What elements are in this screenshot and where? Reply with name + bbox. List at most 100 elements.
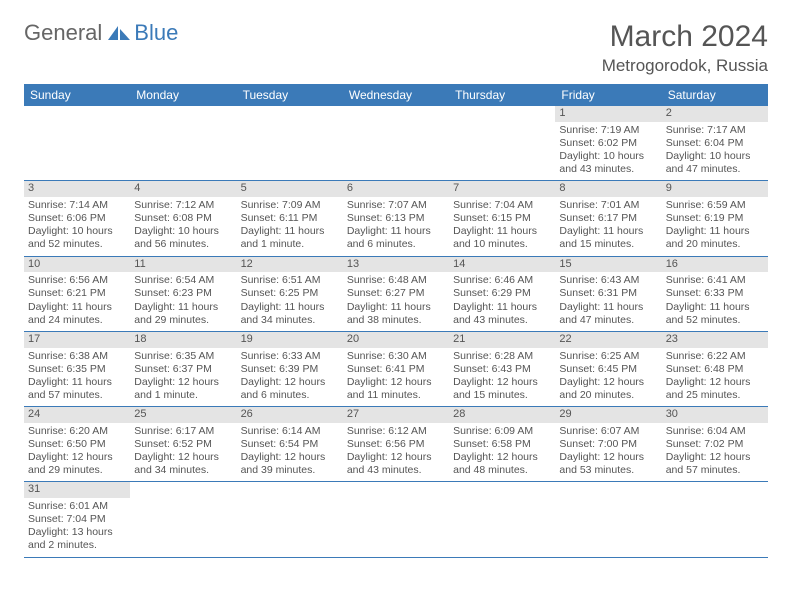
sunset-line: Sunset: 6:08 PM (134, 212, 232, 225)
sunset-line: Sunset: 6:54 PM (241, 438, 339, 451)
daylight-line: Daylight: 13 hours and 2 minutes. (28, 526, 126, 552)
daylight-line: Daylight: 12 hours and 43 minutes. (347, 451, 445, 477)
day-cell: 28Sunrise: 6:09 AMSunset: 6:58 PMDayligh… (449, 407, 555, 481)
weekday-row: Sunday Monday Tuesday Wednesday Thursday… (24, 84, 768, 106)
weekday-sun: Sunday (24, 84, 130, 106)
day-cell (555, 482, 661, 556)
day-cell: 14Sunrise: 6:46 AMSunset: 6:29 PMDayligh… (449, 257, 555, 331)
sunset-line: Sunset: 6:29 PM (453, 287, 551, 300)
logo-text-general: General (24, 20, 102, 46)
sunrise-line: Sunrise: 6:51 AM (241, 274, 339, 287)
day-cell: 5Sunrise: 7:09 AMSunset: 6:11 PMDaylight… (237, 181, 343, 255)
day-number: 31 (24, 482, 130, 498)
day-number: 20 (343, 332, 449, 348)
day-number: 13 (343, 257, 449, 273)
day-cell (343, 482, 449, 556)
logo-text-blue: Blue (134, 20, 178, 46)
daylight-line: Daylight: 12 hours and 48 minutes. (453, 451, 551, 477)
day-number: 23 (662, 332, 768, 348)
day-number: 21 (449, 332, 555, 348)
daylight-line: Daylight: 11 hours and 43 minutes. (453, 301, 551, 327)
sunset-line: Sunset: 6:15 PM (453, 212, 551, 225)
sunrise-line: Sunrise: 7:07 AM (347, 199, 445, 212)
day-number: 30 (662, 407, 768, 423)
day-number: 17 (24, 332, 130, 348)
sunrise-line: Sunrise: 6:54 AM (134, 274, 232, 287)
day-cell: 2Sunrise: 7:17 AMSunset: 6:04 PMDaylight… (662, 106, 768, 180)
day-number: 24 (24, 407, 130, 423)
day-number: 3 (24, 181, 130, 197)
sunset-line: Sunset: 6:21 PM (28, 287, 126, 300)
sunrise-line: Sunrise: 7:01 AM (559, 199, 657, 212)
daylight-line: Daylight: 12 hours and 25 minutes. (666, 376, 764, 402)
day-cell: 26Sunrise: 6:14 AMSunset: 6:54 PMDayligh… (237, 407, 343, 481)
daylight-line: Daylight: 11 hours and 47 minutes. (559, 301, 657, 327)
day-number: 11 (130, 257, 236, 273)
day-cell: 7Sunrise: 7:04 AMSunset: 6:15 PMDaylight… (449, 181, 555, 255)
week-row: 24Sunrise: 6:20 AMSunset: 6:50 PMDayligh… (24, 407, 768, 482)
sunrise-line: Sunrise: 6:48 AM (347, 274, 445, 287)
day-cell: 19Sunrise: 6:33 AMSunset: 6:39 PMDayligh… (237, 332, 343, 406)
daylight-line: Daylight: 12 hours and 6 minutes. (241, 376, 339, 402)
day-cell (237, 106, 343, 180)
sunrise-line: Sunrise: 6:07 AM (559, 425, 657, 438)
day-cell: 6Sunrise: 7:07 AMSunset: 6:13 PMDaylight… (343, 181, 449, 255)
day-cell (662, 482, 768, 556)
sunrise-line: Sunrise: 6:30 AM (347, 350, 445, 363)
day-number: 12 (237, 257, 343, 273)
day-number: 26 (237, 407, 343, 423)
day-cell: 29Sunrise: 6:07 AMSunset: 7:00 PMDayligh… (555, 407, 661, 481)
sunset-line: Sunset: 6:43 PM (453, 363, 551, 376)
day-cell: 20Sunrise: 6:30 AMSunset: 6:41 PMDayligh… (343, 332, 449, 406)
logo-sail-icon (106, 24, 132, 42)
weeks-container: 1Sunrise: 7:19 AMSunset: 6:02 PMDaylight… (24, 106, 768, 558)
day-cell (343, 106, 449, 180)
sunset-line: Sunset: 6:41 PM (347, 363, 445, 376)
day-cell: 15Sunrise: 6:43 AMSunset: 6:31 PMDayligh… (555, 257, 661, 331)
day-number: 14 (449, 257, 555, 273)
daylight-line: Daylight: 12 hours and 53 minutes. (559, 451, 657, 477)
sunrise-line: Sunrise: 6:20 AM (28, 425, 126, 438)
month-title: March 2024 (602, 20, 768, 54)
daylight-line: Daylight: 12 hours and 57 minutes. (666, 451, 764, 477)
weekday-fri: Friday (555, 84, 661, 106)
day-number: 6 (343, 181, 449, 197)
sunrise-line: Sunrise: 6:43 AM (559, 274, 657, 287)
daylight-line: Daylight: 10 hours and 47 minutes. (666, 150, 764, 176)
sunset-line: Sunset: 6:27 PM (347, 287, 445, 300)
sunset-line: Sunset: 6:33 PM (666, 287, 764, 300)
sunset-line: Sunset: 6:11 PM (241, 212, 339, 225)
title-block: March 2024 Metrogorodok, Russia (602, 20, 768, 76)
sunset-line: Sunset: 7:04 PM (28, 513, 126, 526)
day-cell: 30 Sunrise: 6:04 AMSunset: 7:02 PMDayligh… (662, 407, 768, 481)
day-cell: 8Sunrise: 7:01 AMSunset: 6:17 PMDaylight… (555, 181, 661, 255)
sunrise-line: Sunrise: 6:35 AM (134, 350, 232, 363)
week-row: 1Sunrise: 7:19 AMSunset: 6:02 PMDaylight… (24, 106, 768, 181)
sunset-line: Sunset: 6:56 PM (347, 438, 445, 451)
sunrise-line: Sunrise: 6:17 AM (134, 425, 232, 438)
week-row: 3Sunrise: 7:14 AMSunset: 6:06 PMDaylight… (24, 181, 768, 256)
sunrise-line: Sunrise: 6:46 AM (453, 274, 551, 287)
sunset-line: Sunset: 6:58 PM (453, 438, 551, 451)
daylight-line: Daylight: 11 hours and 29 minutes. (134, 301, 232, 327)
daylight-line: Daylight: 11 hours and 34 minutes. (241, 301, 339, 327)
sunset-line: Sunset: 6:39 PM (241, 363, 339, 376)
day-cell: 24Sunrise: 6:20 AMSunset: 6:50 PMDayligh… (24, 407, 130, 481)
sunrise-line: Sunrise: 6:04 AM (666, 425, 764, 438)
day-cell: 10Sunrise: 6:56 AMSunset: 6:21 PMDayligh… (24, 257, 130, 331)
header: General Blue March 2024 Metrogorodok, Ru… (24, 20, 768, 76)
day-cell: 12Sunrise: 6:51 AMSunset: 6:25 PMDayligh… (237, 257, 343, 331)
weekday-wed: Wednesday (343, 84, 449, 106)
day-cell: 9Sunrise: 6:59 AMSunset: 6:19 PMDaylight… (662, 181, 768, 255)
day-number: 10 (24, 257, 130, 273)
day-number: 2 (662, 106, 768, 122)
daylight-line: Daylight: 12 hours and 34 minutes. (134, 451, 232, 477)
sunrise-line: Sunrise: 6:01 AM (28, 500, 126, 513)
sunset-line: Sunset: 7:02 PM (666, 438, 764, 451)
sunset-line: Sunset: 6:31 PM (559, 287, 657, 300)
sunset-line: Sunset: 6:19 PM (666, 212, 764, 225)
sunrise-line: Sunrise: 6:22 AM (666, 350, 764, 363)
daylight-line: Daylight: 10 hours and 43 minutes. (559, 150, 657, 176)
sunrise-line: Sunrise: 7:14 AM (28, 199, 126, 212)
day-cell (24, 106, 130, 180)
